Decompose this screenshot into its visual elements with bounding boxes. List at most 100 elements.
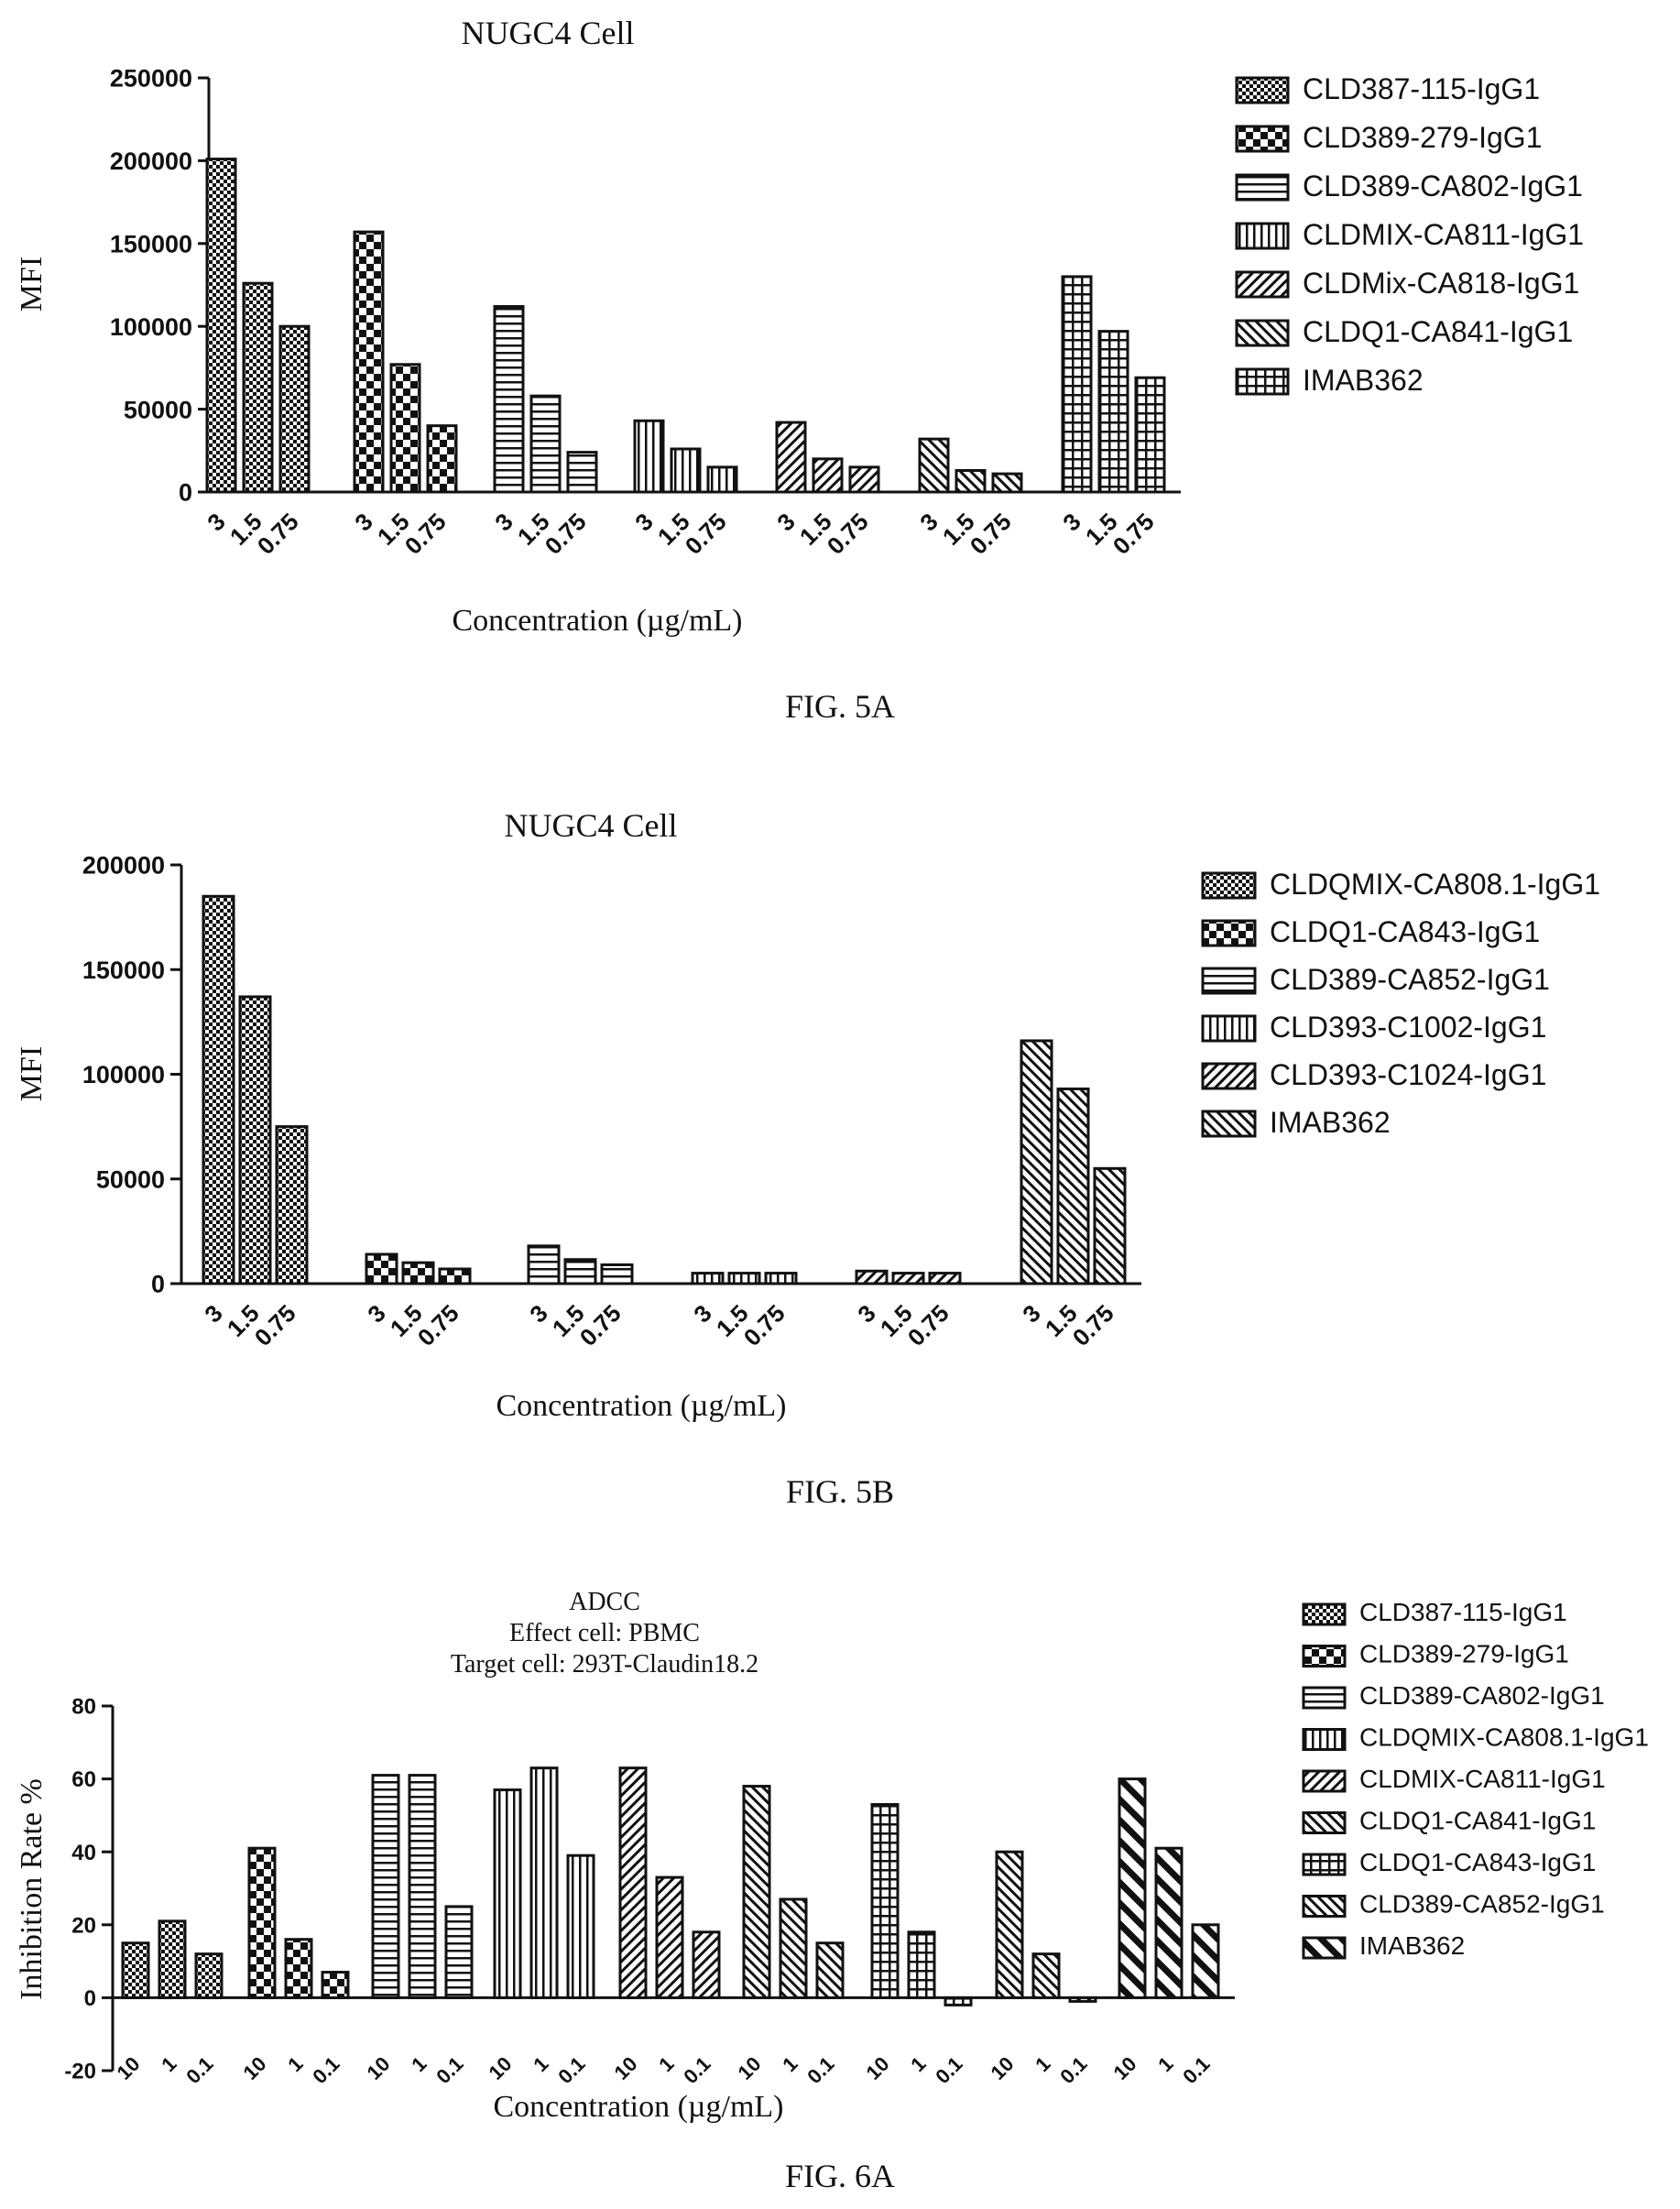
bar-cld393-c1002-igg1-1-5 <box>727 1272 761 1285</box>
x-tick-label: 1 <box>1153 2052 1177 2076</box>
bar-cld389-ca802-igg1-1-5 <box>529 394 562 494</box>
figure-caption: FIG. 5B <box>786 1473 894 1510</box>
legend-swatch-cldq1-ca843-igg1 <box>1201 919 1257 947</box>
bar-cldq1-ca843-igg1-0-75 <box>438 1267 472 1285</box>
x-tick-label: 0.1 <box>1055 2052 1091 2088</box>
legend-swatch-cldq1-ca843-igg1 <box>1302 1853 1347 1876</box>
bar-cldmix-ca818-igg1-0-75 <box>848 465 880 494</box>
x-tick-label: 10 <box>862 2052 894 2084</box>
x-axis-title: Concentration (µg/mL) <box>496 1389 786 1423</box>
legend-label-imab362: IMAB362 <box>1303 364 1424 397</box>
x-tick-label: 10 <box>734 2052 766 2084</box>
bar-cld389-ca852-igg1-1-5 <box>563 1258 597 1285</box>
legend-swatch-cldqmix-ca808-1-igg1 <box>1201 871 1257 900</box>
legend-swatch-cldmix-ca811-igg1 <box>1235 222 1290 250</box>
bar-cld389-ca852-igg1-0-1 <box>1068 1996 1097 2003</box>
x-tick-label: 0.1 <box>679 2052 715 2088</box>
bar-cld389-ca802-igg1-0-75 <box>566 451 598 494</box>
y-tick-label: 0 <box>179 479 192 507</box>
bar-cldmix-ca811-igg1-10 <box>618 1766 648 1999</box>
chart-subtitle: Target cell: 293T-Claudin18.2 <box>451 1650 758 1679</box>
bar-imab362-3 <box>1020 1039 1053 1285</box>
x-tick-label: 0.75 <box>680 508 732 560</box>
x-tick-label: 1 <box>407 2052 431 2076</box>
bar-imab362-0-75 <box>1134 376 1166 494</box>
figure-caption: FIG. 5A <box>785 688 895 725</box>
y-tick-label: 20 <box>71 1913 96 1938</box>
legend-swatch-cld389-279-igg1 <box>1235 125 1290 153</box>
legend-label-cld389-279-igg1: CLD389-279-IgG1 <box>1303 121 1542 154</box>
x-tick-label: 0.75 <box>574 1299 627 1351</box>
x-tick-label: 0.1 <box>802 2052 838 2088</box>
legend-label-cldmix-ca818-igg1: CLDMix-CA818-IgG1 <box>1303 267 1579 300</box>
x-tick-label: 1 <box>283 2052 307 2076</box>
bar-cldmix-ca811-igg1-1 <box>655 1875 684 1999</box>
legend-swatch-cldq1-ca841-igg1 <box>1235 319 1290 347</box>
legend-label-cldq1-ca843-igg1: CLDQ1-CA843-IgG1 <box>1270 915 1540 948</box>
bar-cld389-279-igg1-0-1 <box>321 1971 350 1999</box>
bar-cldqmix-ca808-1-igg1-1-5 <box>238 995 272 1285</box>
legend-label-cld387-115-igg1: CLD387-115-IgG1 <box>1359 1598 1567 1626</box>
x-tick-label: 10 <box>239 2052 271 2084</box>
bar-cld389-ca802-igg1-0-1 <box>444 1905 474 1999</box>
bar-cld389-279-igg1-0-75 <box>426 424 458 494</box>
bar-cld387-115-igg1-1 <box>158 1919 187 1999</box>
bar-cld393-c1002-igg1-0-75 <box>764 1272 798 1285</box>
legend-swatch-cld389-ca852-igg1 <box>1201 967 1257 995</box>
x-tick-label: 1 <box>157 2052 180 2076</box>
x-tick-label: 0.75 <box>540 508 592 560</box>
bar-cldqmix-ca808-1-igg1-10 <box>493 1788 522 1999</box>
bar-cldq1-ca843-igg1-1-5 <box>401 1261 435 1285</box>
y-tick-label: 250000 <box>110 65 192 93</box>
x-tick-label: 1 <box>906 2052 930 2076</box>
x-tick-label: 1 <box>1031 2052 1054 2076</box>
legend-label-cldqmix-ca808-1-igg1: CLDQMIX-CA808.1-IgG1 <box>1359 1723 1649 1752</box>
chart-legend: CLD387-115-IgG1 CLD389-279-IgG1 CLD389-CA8… <box>1235 72 1584 397</box>
bar-imab362-1 <box>1154 1846 1184 1999</box>
y-tick-label: 60 <box>71 1767 96 1792</box>
legend-label-cld393-c1002-igg1: CLD393-C1002-IgG1 <box>1270 1011 1546 1044</box>
legend-swatch-cld387-115-igg1 <box>1235 76 1290 104</box>
legend-swatch-imab362 <box>1201 1110 1257 1138</box>
chart-legend: CLD387-115-IgG1 CLD389-279-IgG1 CLD389-CA8… <box>1302 1598 1649 1960</box>
bar-cldq1-ca841-igg1-1 <box>779 1897 808 1999</box>
x-tick-label: 10 <box>113 2052 145 2084</box>
legend-label-imab362: IMAB362 <box>1270 1106 1391 1139</box>
x-axis-title: Concentration (µg/mL) <box>452 604 742 638</box>
bar-cld389-ca852-igg1-3 <box>527 1244 561 1285</box>
bar-cld393-c1024-igg1-0-75 <box>928 1272 962 1285</box>
bar-cldqmix-ca808-1-igg1-0-1 <box>566 1854 595 1999</box>
bar-imab362-3 <box>1061 275 1093 494</box>
bar-cld389-279-igg1-1-5 <box>389 363 421 494</box>
x-tick-label: 10 <box>485 2052 517 2084</box>
legend-label-imab362: IMAB362 <box>1359 1931 1465 1960</box>
bar-cldq1-ca843-igg1-10 <box>870 1802 900 1999</box>
figure-6a: ADCC Effect cell: PBMC Target cell: 293T-C… <box>15 1588 1649 2194</box>
legend-swatch-cldq1-ca841-igg1 <box>1302 1811 1347 1834</box>
legend-label-cld389-ca802-igg1: CLD389-CA802-IgG1 <box>1303 170 1583 202</box>
bar-cld387-115-igg1-3 <box>205 158 237 494</box>
y-axis-title: MFI <box>15 257 49 312</box>
legend-swatch-cld393-c1002-igg1 <box>1201 1014 1257 1043</box>
x-tick-label: 0.75 <box>738 1299 791 1351</box>
x-tick-label: 0.75 <box>252 508 304 560</box>
chart-title: ADCC <box>569 1588 640 1616</box>
y-tick-label: 100000 <box>82 1061 165 1088</box>
bar-cldq1-ca843-igg1-1 <box>907 1930 936 1999</box>
x-tick-label: 10 <box>987 2052 1019 2084</box>
y-tick-label: 200000 <box>82 852 165 880</box>
bar-cld389-279-igg1-3 <box>353 230 385 494</box>
legend-label-cldqmix-ca808-1-igg1: CLDQMIX-CA808.1-IgG1 <box>1270 868 1600 901</box>
bar-cldmix-ca818-igg1-1-5 <box>812 457 844 494</box>
bar-cld387-115-igg1-0-1 <box>194 1952 224 1999</box>
bar-cldmix-ca811-igg1-3 <box>633 419 665 494</box>
legend-swatch-cld393-c1024-igg1 <box>1201 1062 1257 1090</box>
y-tick-label: 100000 <box>110 313 192 341</box>
y-tick-label: 200000 <box>110 148 192 175</box>
x-axis-title: Concentration (µg/mL) <box>493 2090 783 2124</box>
legend-label-cld393-c1024-igg1: CLD393-C1024-IgG1 <box>1270 1058 1546 1091</box>
bar-cldq1-ca841-igg1-0-75 <box>991 472 1023 494</box>
bar-cldmix-ca811-igg1-0-75 <box>706 465 738 494</box>
x-tick-label: 0.1 <box>553 2052 589 2088</box>
bar-cld389-279-igg1-1 <box>284 1938 313 1999</box>
